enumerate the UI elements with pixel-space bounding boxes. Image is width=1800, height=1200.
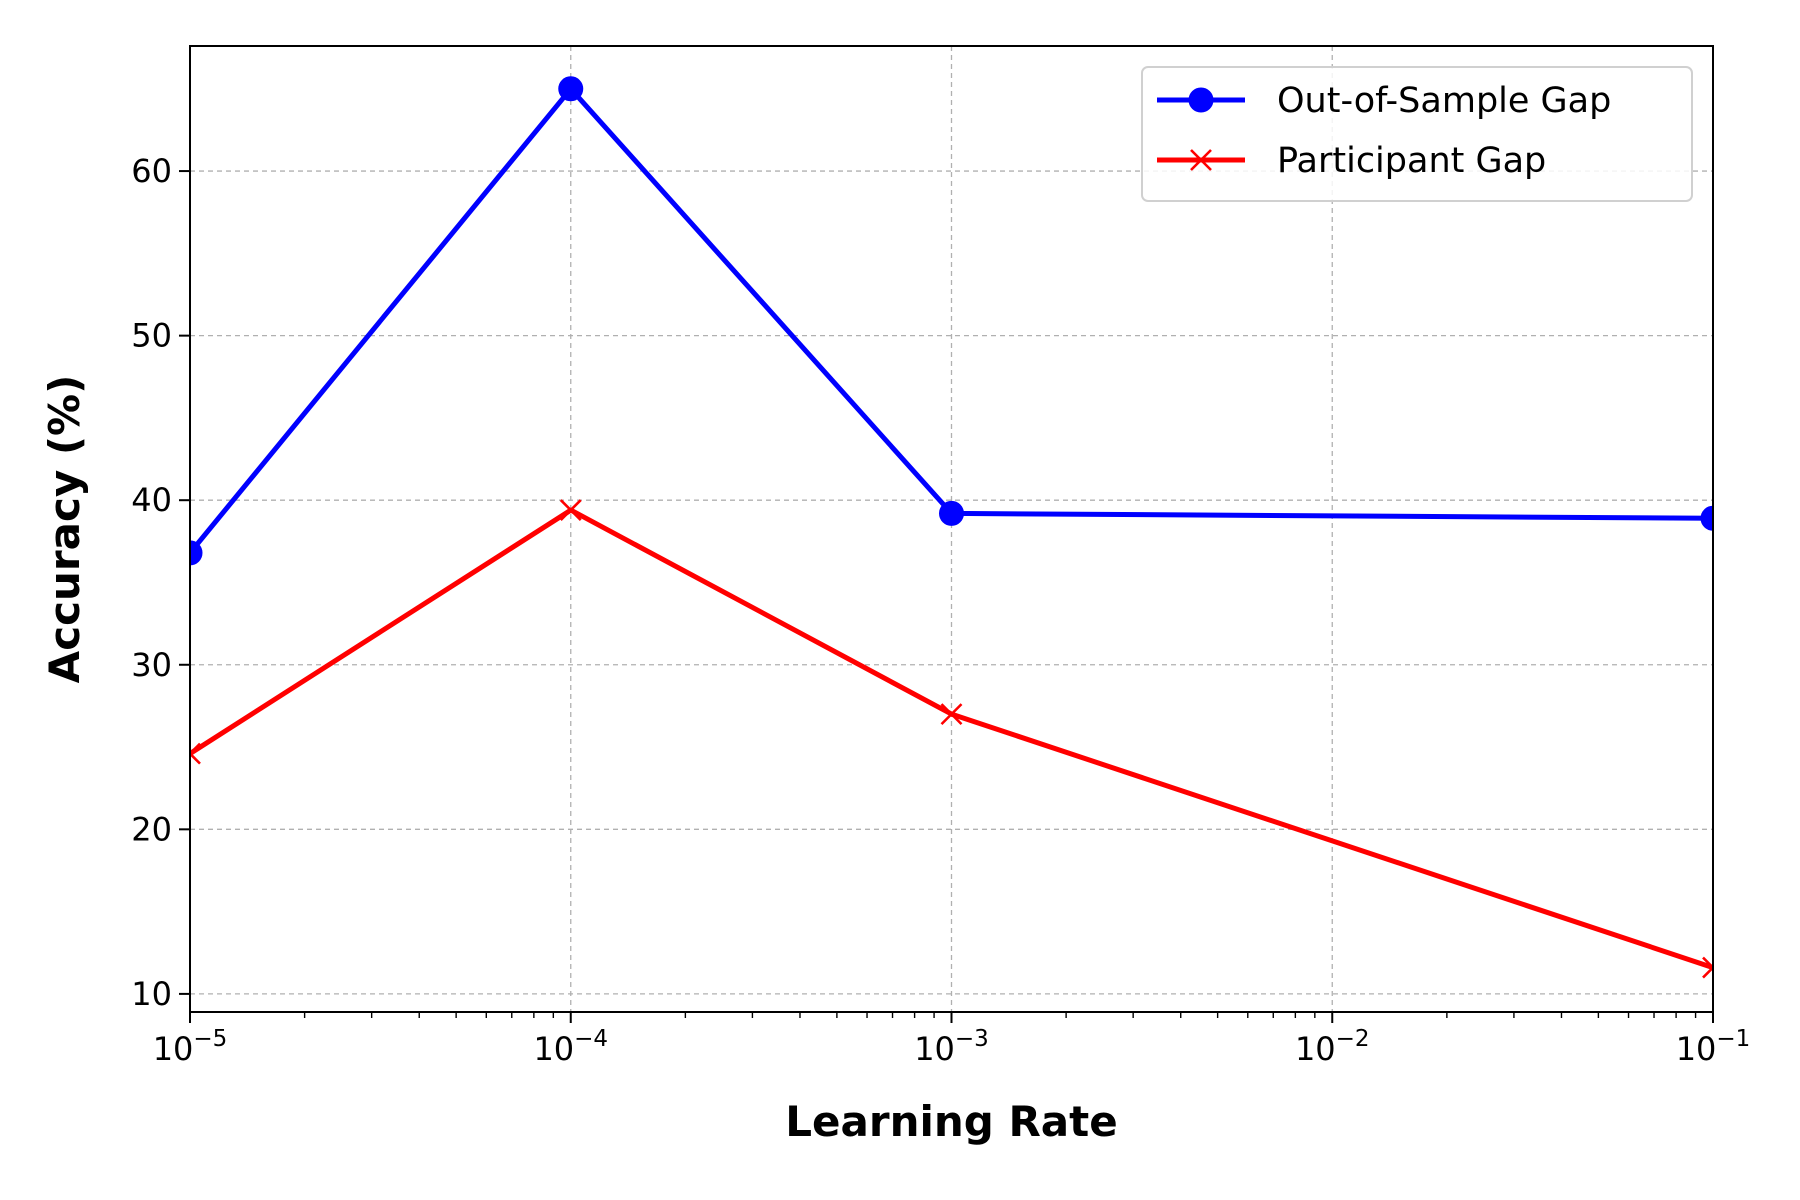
y-tick-label: 40	[131, 481, 172, 519]
x-tick-label: 10−3	[914, 1026, 989, 1068]
data-point-stroke	[1190, 149, 1212, 171]
series-line	[190, 507, 1713, 971]
legend-label: Participant Gap	[1277, 141, 1546, 181]
data-point	[558, 76, 584, 102]
plot-frame	[189, 45, 1714, 1013]
data-point	[190, 742, 201, 765]
x-axis: 10−5 10−4 10−3 10−2 10−1	[153, 1012, 1751, 1068]
legend-entry: Participant Gap	[1157, 141, 1546, 181]
data-point	[559, 499, 582, 521]
y-axis-label: Accuracy (%)	[40, 375, 89, 684]
series-1	[190, 76, 1713, 566]
series-lines	[190, 76, 1713, 979]
y-axis: 10 20 30 40 50 60	[131, 152, 190, 1013]
data-point	[939, 500, 964, 526]
data-point-stroke	[559, 499, 582, 521]
legend: Out-of-Sample Gap Participant Gap	[1141, 66, 1693, 202]
legend-box	[1141, 66, 1693, 202]
data-point	[940, 703, 963, 726]
data-point	[1188, 87, 1214, 113]
data-point	[190, 540, 203, 566]
x-tick-label: 10−2	[1295, 1026, 1370, 1068]
data-point	[1190, 149, 1212, 171]
x-axis-label: Learning Rate	[785, 1097, 1117, 1146]
data-point-stroke	[190, 742, 201, 756]
data-point	[1702, 956, 1713, 979]
data-point	[1700, 505, 1713, 531]
y-tick-label: 30	[131, 646, 172, 684]
y-tick-label: 20	[131, 810, 172, 848]
series-2	[190, 499, 1713, 979]
series-line	[190, 86, 1713, 556]
y-tick-label: 10	[131, 975, 172, 1013]
x-tick-label: 10−4	[533, 1026, 608, 1068]
x-tick-label: 10−1	[1676, 1026, 1751, 1068]
y-tick-label: 60	[131, 152, 172, 190]
data-point-stroke	[940, 703, 963, 726]
legend-label: Out-of-Sample Gap	[1277, 81, 1611, 121]
data-point-stroke	[1702, 956, 1713, 970]
data-point-stroke	[190, 751, 201, 765]
x-tick-label: 10−5	[153, 1026, 228, 1068]
data-point-stroke	[1702, 965, 1713, 979]
legend-entry: Out-of-Sample Gap	[1157, 81, 1611, 121]
y-tick-label: 50	[131, 317, 172, 355]
